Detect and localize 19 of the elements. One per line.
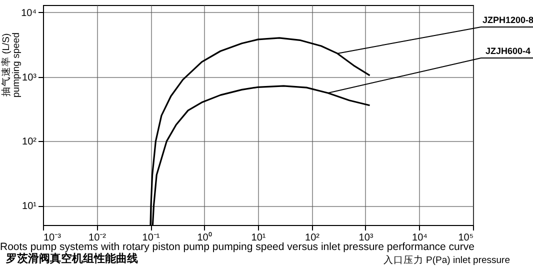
x-tick-label: 10⁵ xyxy=(458,232,474,244)
text: JZJH600-4 xyxy=(485,46,531,56)
x-tick-label: 10⁴ xyxy=(412,232,428,244)
text: JZPH1200-8 xyxy=(482,15,533,25)
x-tick-label: 10⁻¹ xyxy=(142,232,160,244)
y-tick-label: 10² xyxy=(22,136,38,148)
x-tick-label: 10⁻³ xyxy=(44,232,62,244)
x-tick-label: 10⁻² xyxy=(88,232,107,244)
x-tick-label: 10¹ xyxy=(251,232,266,244)
x-axis-title: 入口压力 P(Pa) inlet pressure xyxy=(383,254,510,266)
y-tick-label: 10³ xyxy=(22,72,38,84)
x-tick-label: 10² xyxy=(305,232,320,244)
y-axis-title: 抽气速率 (L/S) pumping speed xyxy=(0,32,22,98)
x-tick-label: 10³ xyxy=(358,232,374,244)
y-tick-label: 10¹ xyxy=(22,201,38,212)
text: 罗茨滑阀真空机组性能曲线 xyxy=(5,252,138,265)
x-tick-label: 10⁰ xyxy=(197,232,212,244)
y-tick-label: 10⁴ xyxy=(21,8,36,19)
text: Roots pump systems with rotary piston pump pumping speed versus inlet pressure performance curve xyxy=(0,241,475,253)
